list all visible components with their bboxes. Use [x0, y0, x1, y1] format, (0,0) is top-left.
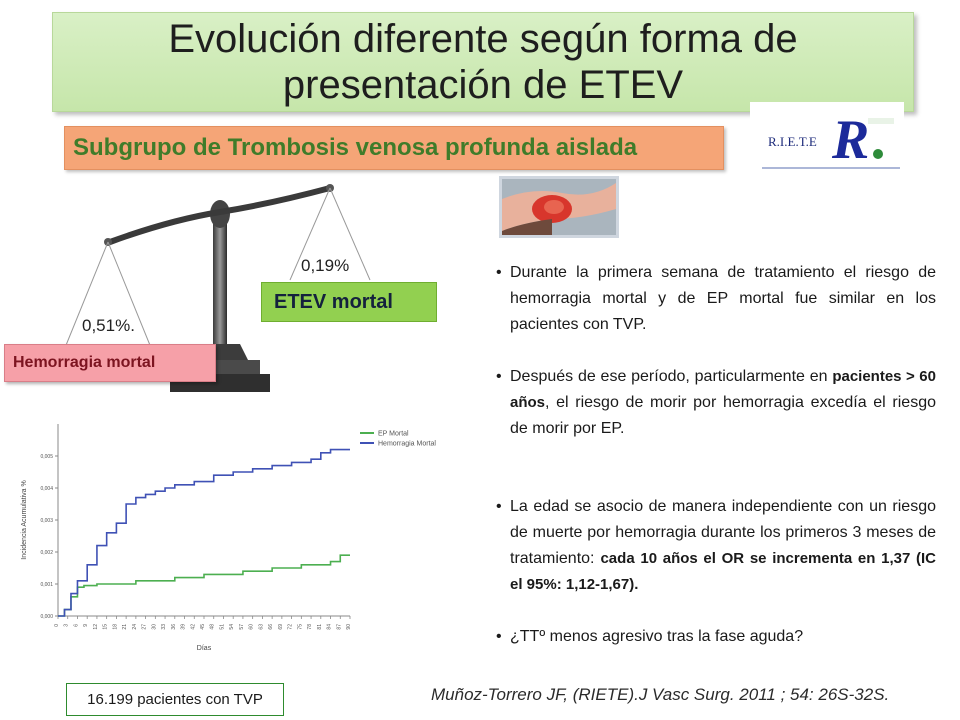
hemorragia-mortal-label: Hemorragia mortal	[4, 344, 216, 382]
patient-count: 16.199 pacientes con TVP	[66, 683, 284, 716]
legend-label: EP Mortal	[378, 431, 409, 438]
x-tick-label: 60	[249, 624, 255, 630]
leg-thrombosis-photo	[499, 176, 619, 238]
etev-mortal-label: ETEV mortal	[261, 282, 437, 322]
hemorragia-mortal-percentage: 0,51%.	[82, 316, 135, 335]
citation: Muñoz-Torrero JF, (RIETE).J Vasc Surg. 2…	[431, 685, 890, 704]
y-tick-label: 0,002	[40, 550, 53, 556]
x-tick-label: 84	[327, 624, 333, 630]
series-line-ep-mortal	[58, 554, 350, 617]
x-tick-label: 54	[229, 624, 235, 630]
bullet-item: • ¿TTº menos agresivo tras la fase aguda…	[496, 628, 804, 645]
y-tick-label: 0,003	[40, 518, 53, 524]
bullet-list: • Durante la primera semana de tratamien…	[496, 260, 936, 650]
x-tick-label: 90	[346, 624, 352, 630]
slide-subtitle: Subgrupo de Trombosis venosa profunda ai…	[64, 126, 724, 170]
x-tick-label: 33	[161, 624, 167, 630]
x-tick-label: 81	[317, 624, 323, 630]
etev-mortal-percentage: 0,19%	[301, 256, 350, 275]
x-tick-label: 48	[210, 624, 216, 630]
x-tick-label: 39	[181, 624, 187, 630]
x-tick-label: 15	[103, 624, 109, 630]
y-axis-label: Incidencia Acumulativa %	[21, 480, 28, 559]
y-tick-label: 0,001	[40, 582, 53, 588]
x-tick-label: 27	[142, 624, 148, 630]
slide-title: Evolución diferente según forma de prese…	[52, 12, 914, 112]
x-tick-label: 36	[171, 624, 177, 630]
x-tick-label: 42	[190, 624, 196, 630]
x-tick-label: 3	[64, 624, 70, 627]
x-tick-label: 72	[288, 624, 294, 630]
bullet-item: • Después de ese período, particularment…	[496, 368, 936, 437]
x-tick-label: 21	[122, 624, 128, 630]
x-tick-label: 9	[83, 624, 89, 627]
x-tick-label: 66	[268, 624, 274, 630]
series-line-hemorragia-mortal	[58, 448, 350, 617]
y-tick-label: 0,005	[40, 454, 53, 460]
x-tick-label: 24	[132, 624, 138, 630]
y-tick-label: 0,004	[40, 486, 53, 492]
logo-text: R.I.E.T.E	[768, 134, 817, 149]
cumulative-incidence-chart: 0,000 0,001 0,002 0,003 0,004 0,005 0 3 6 9 12 15 18…	[12, 406, 472, 662]
logo-mark: R	[831, 109, 869, 171]
x-tick-label: 18	[112, 624, 118, 630]
x-tick-label: 45	[200, 624, 206, 630]
x-tick-label: 78	[307, 624, 313, 630]
x-tick-label: 6	[73, 624, 79, 627]
x-axis-label: Días	[197, 645, 212, 652]
x-tick-label: 63	[258, 624, 264, 630]
bullet-item: • La edad se asocio de manera independie…	[496, 498, 937, 593]
x-tick-label: 75	[297, 624, 303, 630]
x-tick-label: 51	[219, 624, 225, 630]
x-tick-label: 12	[93, 624, 99, 630]
bullet-item: • Durante la primera semana de tratamien…	[496, 264, 936, 333]
y-tick-label: 0,000	[40, 614, 53, 620]
x-tick-label: 30	[151, 624, 157, 630]
riete-logo: R.I.E.T.E R	[750, 102, 904, 172]
x-tick-label: 69	[278, 624, 284, 630]
x-tick-label: 87	[336, 624, 342, 630]
legend-label: Hemorragia Mortal	[378, 441, 436, 448]
x-tick-label: 0	[54, 624, 60, 627]
x-tick-label: 57	[239, 624, 245, 630]
